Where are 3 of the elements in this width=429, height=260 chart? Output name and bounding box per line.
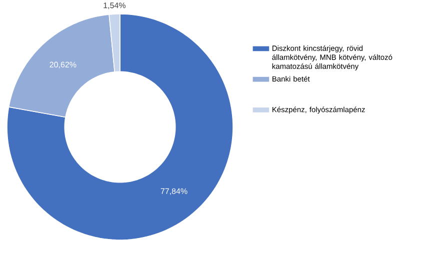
- data-label: 77,84%: [160, 188, 188, 195]
- data-label: 1,54%: [104, 2, 126, 10]
- data-label: 20,62%: [50, 62, 76, 68]
